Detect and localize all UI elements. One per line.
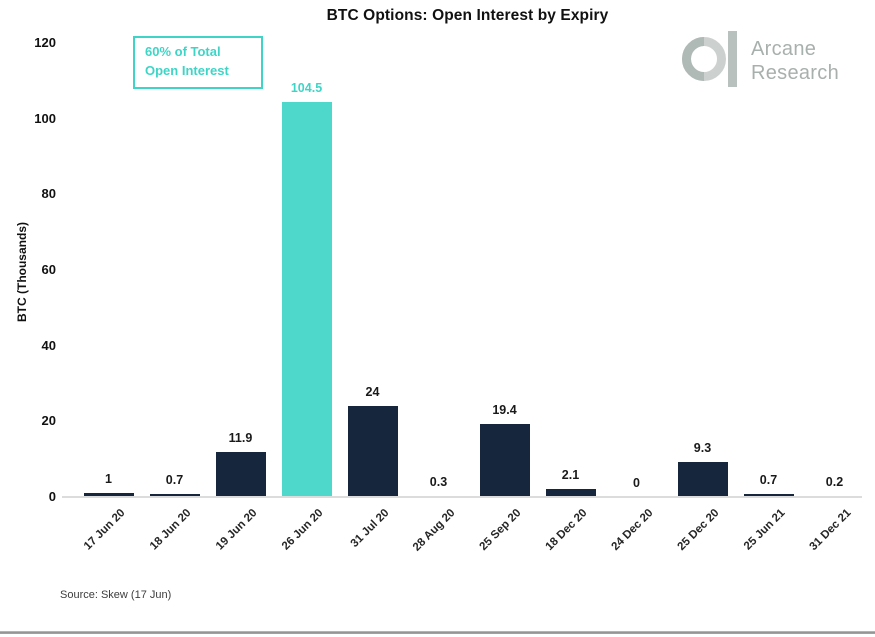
value-label-17-jun-20: 1 xyxy=(105,472,112,487)
value-label-26-jun-20: 104.5 xyxy=(290,80,323,95)
value-label-24-dec-20: 0 xyxy=(633,476,640,490)
y-tick-label-60: 60 xyxy=(41,262,56,277)
arcane-research-logo: Arcane Research xyxy=(682,30,839,93)
x-tick-label-25-dec-20: 25 Dec 20 xyxy=(674,507,721,554)
x-axis-line xyxy=(62,496,862,498)
annotation-line-2: Open Interest xyxy=(145,62,229,78)
x-tick-label-26-jun-20: 26 Jun 20 xyxy=(279,507,325,553)
value-label-28-aug-20: 0.3 xyxy=(429,474,448,489)
bar-31-jul-20 xyxy=(347,406,398,497)
bar-25-jun-21 xyxy=(743,494,794,497)
logo-text: Arcane Research xyxy=(751,38,839,85)
bar-18-jun-20 xyxy=(149,494,200,497)
x-tick-label-19-jun-20: 19 Jun 20 xyxy=(213,507,259,553)
bar-19-jun-20 xyxy=(215,451,266,497)
bottom-divider xyxy=(0,631,875,634)
x-tick-label-25-sep-20: 25 Sep 20 xyxy=(476,507,523,554)
bar-25-sep-20 xyxy=(479,423,530,497)
bar-18-dec-20 xyxy=(545,489,596,497)
x-tick-label-24-dec-20: 24 Dec 20 xyxy=(608,507,655,554)
value-label-25-sep-20: 19.4 xyxy=(492,402,517,417)
value-label-18-dec-20: 2.1 xyxy=(561,468,580,483)
arcane-logo-icon xyxy=(682,30,740,93)
logo-text-line-2: Research xyxy=(751,61,839,84)
value-label-31-dec-21: 0.2 xyxy=(825,475,844,489)
x-tick-label-17-jun-20: 17 Jun 20 xyxy=(81,507,127,553)
value-label-31-jul-20: 24 xyxy=(365,385,380,400)
value-label-25-jun-21: 0.7 xyxy=(759,473,778,488)
bar-25-dec-20 xyxy=(677,461,728,497)
x-tick-label-31-jul-20: 31 Jul 20 xyxy=(348,507,391,550)
y-tick-label-40: 40 xyxy=(41,337,56,353)
logo-text-line-1: Arcane xyxy=(751,37,817,60)
highlight-annotation: 60% of Total Open Interest xyxy=(133,36,263,89)
y-tick-label-100: 100 xyxy=(34,110,56,126)
value-label-25-dec-20: 9.3 xyxy=(693,440,712,455)
y-tick-label-80: 80 xyxy=(41,186,56,202)
x-tick-label-28-aug-20: 28 Aug 20 xyxy=(410,507,457,554)
x-tick-label-18-dec-20: 18 Dec 20 xyxy=(542,507,589,554)
value-label-19-jun-20: 11.9 xyxy=(228,430,253,445)
annotation-line-1: 60% of Total xyxy=(145,44,221,59)
x-tick-label-25-jun-21: 25 Jun 21 xyxy=(741,507,787,553)
y-tick-label-20: 20 xyxy=(41,413,56,429)
bar-17-jun-20 xyxy=(83,493,134,497)
x-tick-label-18-jun-20: 18 Jun 20 xyxy=(147,507,193,553)
value-label-18-jun-20: 0.7 xyxy=(165,473,184,488)
y-tick-label-120: 120 xyxy=(34,35,56,50)
source-note: Source: Skew (17 Jun) xyxy=(60,589,172,601)
chart-title: BTC Options: Open Interest by Expiry xyxy=(326,7,609,24)
x-tick-label-31-dec-21: 31 Dec 21 xyxy=(806,507,853,554)
y-tick-label-0: 0 xyxy=(48,489,56,504)
bar-26-jun-20 xyxy=(281,101,332,497)
